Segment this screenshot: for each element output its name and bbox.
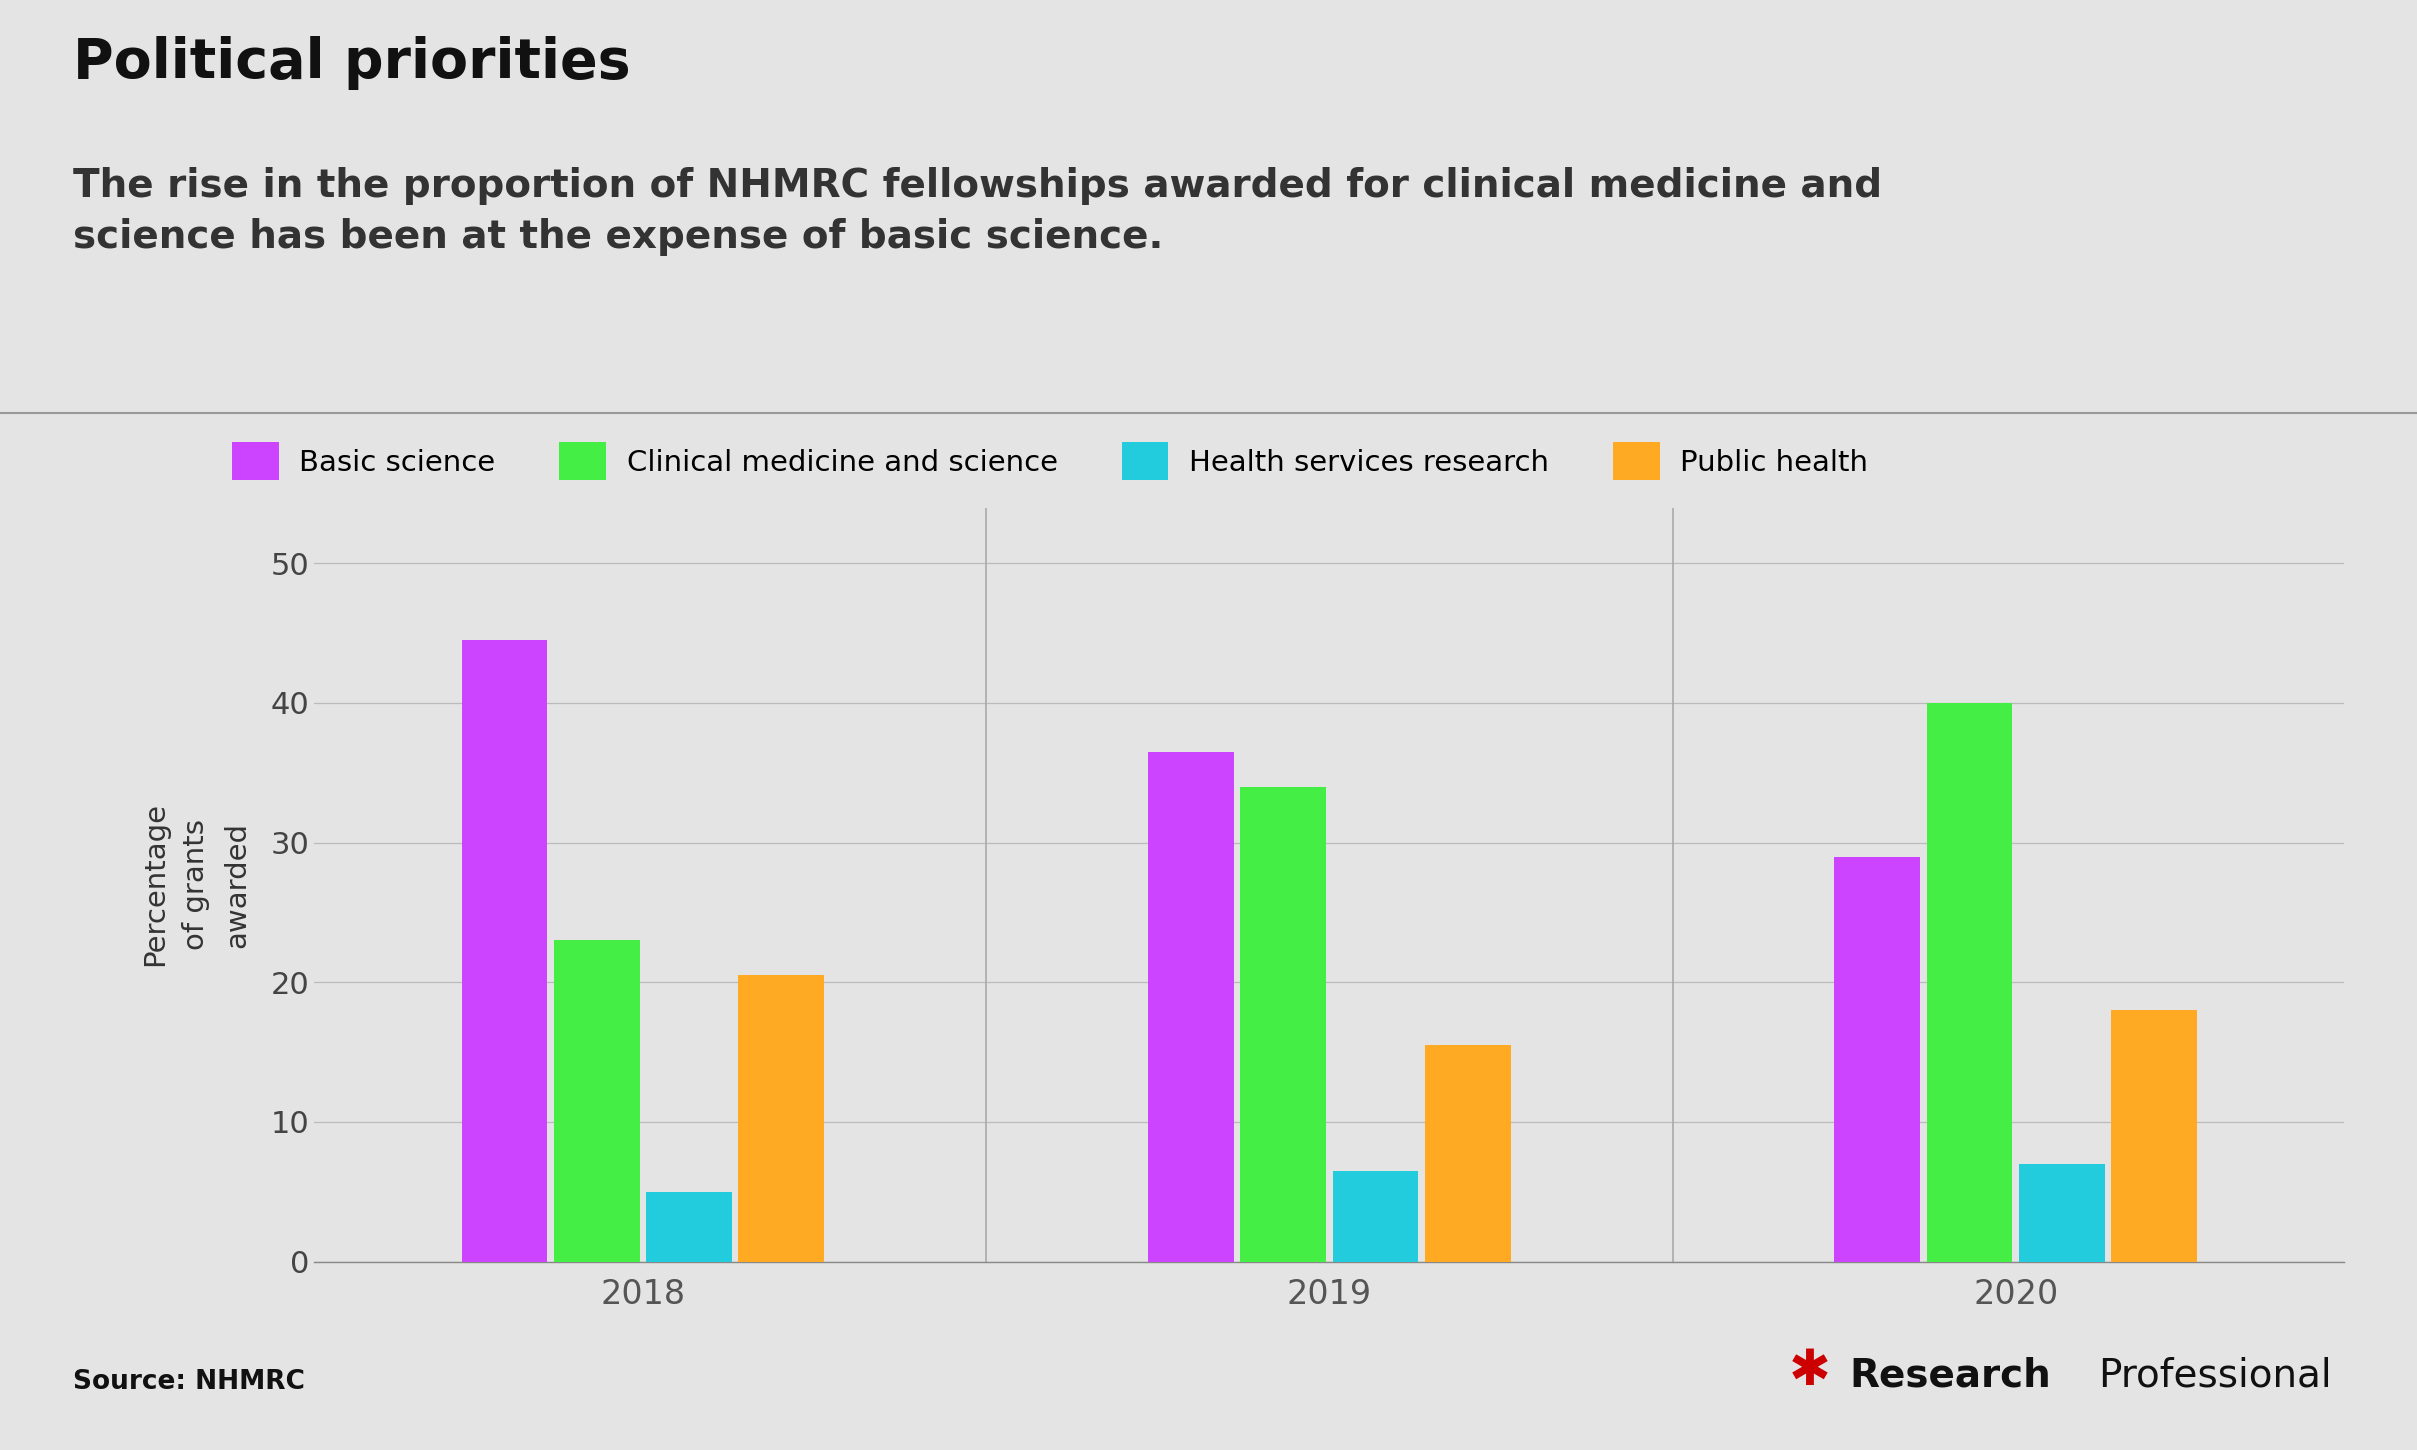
Text: Research: Research [1849,1357,2050,1395]
Text: Political priorities: Political priorities [73,36,631,90]
Bar [1426,1045,1511,1262]
Bar [1148,753,1233,1262]
Bar [1926,703,2013,1262]
Bar [2018,1164,2105,1262]
Bar [740,976,824,1262]
Text: Source: NHMRC: Source: NHMRC [73,1369,305,1395]
Legend: Basic science, Clinical medicine and science, Health services research, Public h: Basic science, Clinical medicine and sci… [232,442,1868,480]
Y-axis label: Percentage
of grants
awarded: Percentage of grants awarded [140,802,251,967]
Text: Professional: Professional [2098,1357,2332,1395]
Text: The rise in the proportion of NHMRC fellowships awarded for clinical medicine an: The rise in the proportion of NHMRC fell… [73,167,1883,257]
Bar [553,941,641,1262]
Bar [462,639,549,1262]
Text: ✱: ✱ [1789,1347,1830,1395]
Bar [2110,1011,2197,1262]
Bar [1835,857,1919,1262]
Bar [645,1192,732,1262]
Bar [1240,787,1327,1262]
Bar [1332,1170,1419,1262]
